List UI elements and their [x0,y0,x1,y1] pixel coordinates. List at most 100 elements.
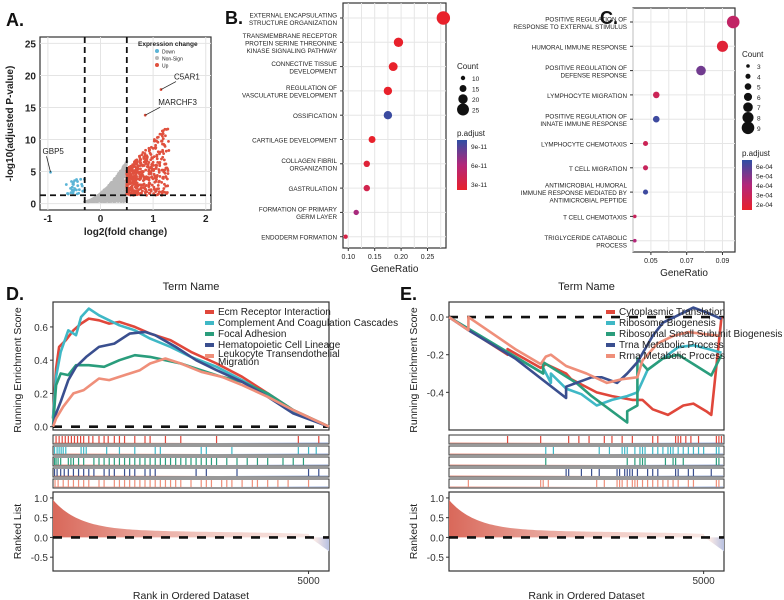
point-nonsig [105,195,109,199]
y-tick-label: 0.6 [34,323,48,334]
point-up [132,178,136,182]
point-up [156,187,159,191]
dot [383,86,393,96]
text-line: IMMUNE RESPONSE MEDIATED BY [521,190,628,197]
point-nonsig [102,200,106,203]
y-axis-label: Ranked List [12,504,24,560]
x-axis-label: Rank in Ordered Dataset [528,590,644,600]
point-up [150,163,154,167]
point-up [164,149,168,153]
point-up [163,171,167,175]
y-tick-label: 1.0 [34,494,48,505]
point-up [149,158,153,162]
point-up [137,188,141,192]
strip-gradient [450,475,723,477]
legend-label: Complement And Coagulation Cascades [218,318,398,329]
point-nonsig [109,200,113,203]
point-nonsig [118,192,121,195]
y-tick-label: -0.5 [31,553,49,564]
point-nonsig [121,165,125,169]
size-legend-title: Count [742,50,764,59]
point-up [157,168,161,171]
point-down [76,180,79,183]
point-up [157,170,161,174]
point-up [161,137,165,141]
color-legend-title: p.adjust [742,149,771,158]
point-nonsig [122,188,126,191]
size-legend-label: 20 [472,97,480,104]
size-legend-label: 6 [757,95,761,102]
text-line: TRIGLYCERIDE CATABOLIC [544,235,627,242]
point-up [148,192,152,195]
annotation-label: GBP5 [43,147,65,156]
size-legend-dot [742,111,754,124]
point-down [77,188,81,192]
point-up [138,183,142,187]
category-label: HUMORAL IMMUNE RESPONSE [532,44,627,51]
legend-swatch [205,332,214,336]
point-up [154,139,158,143]
legend-swatch [205,354,214,358]
point-nonsig [95,197,98,201]
point-nonsig [114,178,117,182]
point-up [134,179,138,182]
point-up [163,168,167,172]
text-line: Migration [218,357,259,368]
point-up [164,134,167,138]
category-label: LYMPHOCYTE CHEMOTAXIS [541,142,627,149]
point-down [79,177,83,181]
strip-gradient [450,453,723,455]
dot [632,214,637,219]
y-axis-label: -log10(adjusted P-value) [5,66,16,182]
legend-label: Ecm Receptor Interaction [218,307,331,318]
point-up [135,181,139,185]
point-up [147,184,151,188]
point-up [154,180,158,183]
legend-label: Rrna Metabolic Process [619,351,725,362]
point-up [151,146,155,150]
point-up [145,184,148,187]
point-up [136,184,140,188]
y-tick-label: 0.2 [34,389,48,400]
point-up [158,132,162,136]
enrichment-line [448,315,722,407]
point-up [157,180,161,184]
text-line: GERM LAYER [296,214,337,221]
point-nonsig [105,190,108,194]
category-label: POSITIVE REGULATION OF RESPONSE TO EXTERN… [513,16,627,31]
point-down [70,185,74,189]
point-up [144,148,148,152]
point-up [134,160,138,164]
text-line: ANTIMICROBIAL PEPTIDE [550,198,627,205]
y-axis-label: Running Enrichment Score [408,307,420,433]
point-down [71,190,75,194]
point-nonsig [114,180,118,184]
text-line: FORMATION OF PRIMARY [259,207,338,214]
dot [716,40,729,52]
point-up [147,161,151,164]
point-up [167,139,170,143]
point-up [161,132,165,136]
point-up [156,150,160,154]
legend-label: Trna Metabolic Process [619,340,724,351]
point-up [161,142,164,146]
point-nonsig [113,186,117,190]
y-tick-label: 0 [30,200,36,211]
y-tick-label: 0.0 [34,533,48,544]
x-tick-label: 0.05 [644,258,658,265]
point-down [72,183,75,186]
point-up [156,160,160,164]
y-tick-label: 10 [25,136,37,147]
point-up [138,178,142,182]
dot [343,234,348,239]
category-label: CARTILAGE DEVELOPMENT [252,138,337,145]
point-up [156,135,160,139]
x-tick-label: 0.09 [716,258,730,265]
point-up [152,138,156,141]
point-up [132,170,136,173]
dotplot-b: B. EXTERNAL ENCAPSULATING STRUCTURE ORGANI… [225,2,488,275]
strip-gradient [54,442,328,444]
point-up [135,166,138,170]
point-up [163,162,167,166]
point-nonsig [116,194,119,197]
